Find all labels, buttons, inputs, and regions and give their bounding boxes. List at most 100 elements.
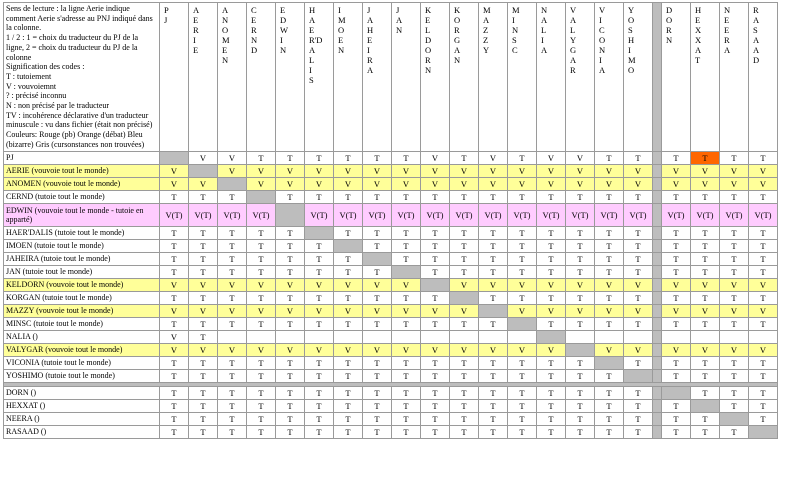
matrix-cell: V [478,176,508,191]
matrix-cell: V [304,277,334,292]
matrix-cell [449,290,479,305]
column-header-label: YOSHIMO [628,5,636,75]
matrix-cell: T [362,238,392,253]
row-label: ANOMEN (vouvoie tout le monde) [3,176,160,191]
matrix-cell: T [507,238,537,253]
matrix-cell: T [449,424,479,439]
matrix-cell: V [159,342,189,357]
column-separator [652,189,662,204]
matrix-cell: T [536,368,566,383]
matrix-cell: T [594,398,624,413]
column-separator [652,368,662,383]
column-header-label: KELDORN [425,5,432,75]
matrix-row: VICONIA (tutoie tout le monde) T T T T T T T T T T… [3,355,778,370]
matrix-cell: T [661,290,691,305]
matrix-cell [478,303,508,318]
matrix-cell: T [565,251,595,266]
matrix-cell: V [391,277,421,292]
column-header: KORGAN [449,2,479,152]
matrix-cell: T [449,355,479,370]
matrix-row: NEERA () T T T T T T T T T T T T T T T T T T T T [3,411,778,426]
matrix-cell: V [304,163,334,178]
matrix-cell: V(T) [217,202,247,227]
column-header: AERIE [188,2,218,152]
matrix-cell: T [748,150,778,165]
matrix-cell: V(T) [449,202,479,227]
matrix-cell: T [217,385,247,400]
matrix-cell: V(T) [188,202,218,227]
row-label: PJ [3,150,160,165]
row-label: NEERA () [3,411,160,426]
matrix-row: HEXXAT () T T T T T T T T T T T T T T T T T T T T [3,398,778,413]
column-header-label: JAN [396,5,403,35]
matrix-cell: T [536,398,566,413]
matrix-cell: T [362,411,392,426]
matrix-cell: T [420,316,450,331]
matrix-cell: T [362,290,392,305]
row-label: HAER'DALIS (tutoie tout le monde) [3,225,160,240]
matrix-cell: T [275,385,305,400]
matrix-cell: V [536,163,566,178]
matrix-cell: T [536,385,566,400]
matrix-cell: T [661,264,691,279]
column-header: JAN [391,2,421,152]
matrix-cell: V [623,163,653,178]
matrix-cell: T [391,424,421,439]
matrix-cell: T [275,290,305,305]
matrix-cell [362,329,392,344]
matrix-cell: V(T) [748,202,778,227]
matrix-cell: V [420,163,450,178]
matrix-cell: T [362,368,392,383]
matrix-cell: V [719,342,749,357]
matrix-cell: T [594,411,624,426]
matrix-cell: T [420,398,450,413]
matrix-cell: T [449,264,479,279]
matrix-cell: V [536,176,566,191]
column-separator [652,238,662,253]
matrix-cell: T [719,368,749,383]
matrix-cell [719,329,749,344]
matrix-cell: T [420,424,450,439]
matrix-cell [362,251,392,266]
matrix-cell: T [594,290,624,305]
matrix-cell: T [159,225,189,240]
column-header-label: CERND [251,5,258,55]
matrix-cell: T [690,189,720,204]
matrix-cell: T [565,225,595,240]
matrix-cell: T [536,238,566,253]
matrix-cell: T [507,424,537,439]
matrix-cell [391,264,421,279]
matrix-cell [719,411,749,426]
matrix-cell: T [478,368,508,383]
matrix-cell: T [333,385,363,400]
column-header: VICONIA [594,2,624,152]
matrix-cell: T [719,150,749,165]
matrix-cell: T [507,290,537,305]
matrix-cell: T [217,411,247,426]
matrix-cell: V [333,303,363,318]
matrix-cell: V [391,163,421,178]
matrix-cell: T [565,189,595,204]
matrix-cell: T [449,398,479,413]
column-separator [652,411,662,426]
row-label: DORN () [3,385,160,400]
matrix-cell: T [594,316,624,331]
matrix-cell: T [391,368,421,383]
column-header: KELDORN [420,2,450,152]
row-label: AERIE (vouvoie tout le monde) [3,163,160,178]
matrix-cell: T [748,411,778,426]
matrix-cell: T [690,238,720,253]
matrix-cell: T [623,150,653,165]
row-label: VICONIA (tutoie tout le monde) [3,355,160,370]
matrix-cell: T [478,251,508,266]
matrix-cell: T [690,225,720,240]
matrix-cell [188,163,218,178]
matrix-cell: T [275,398,305,413]
matrix-cell: T [304,355,334,370]
matrix-cell: T [304,385,334,400]
matrix-cell [594,329,624,344]
matrix-cell: T [333,355,363,370]
matrix-cell: V [719,303,749,318]
matrix-row: KORGAN (tutoie tout le monde) T T T T T T T T T T T… [3,290,778,305]
matrix-cell: T [478,424,508,439]
